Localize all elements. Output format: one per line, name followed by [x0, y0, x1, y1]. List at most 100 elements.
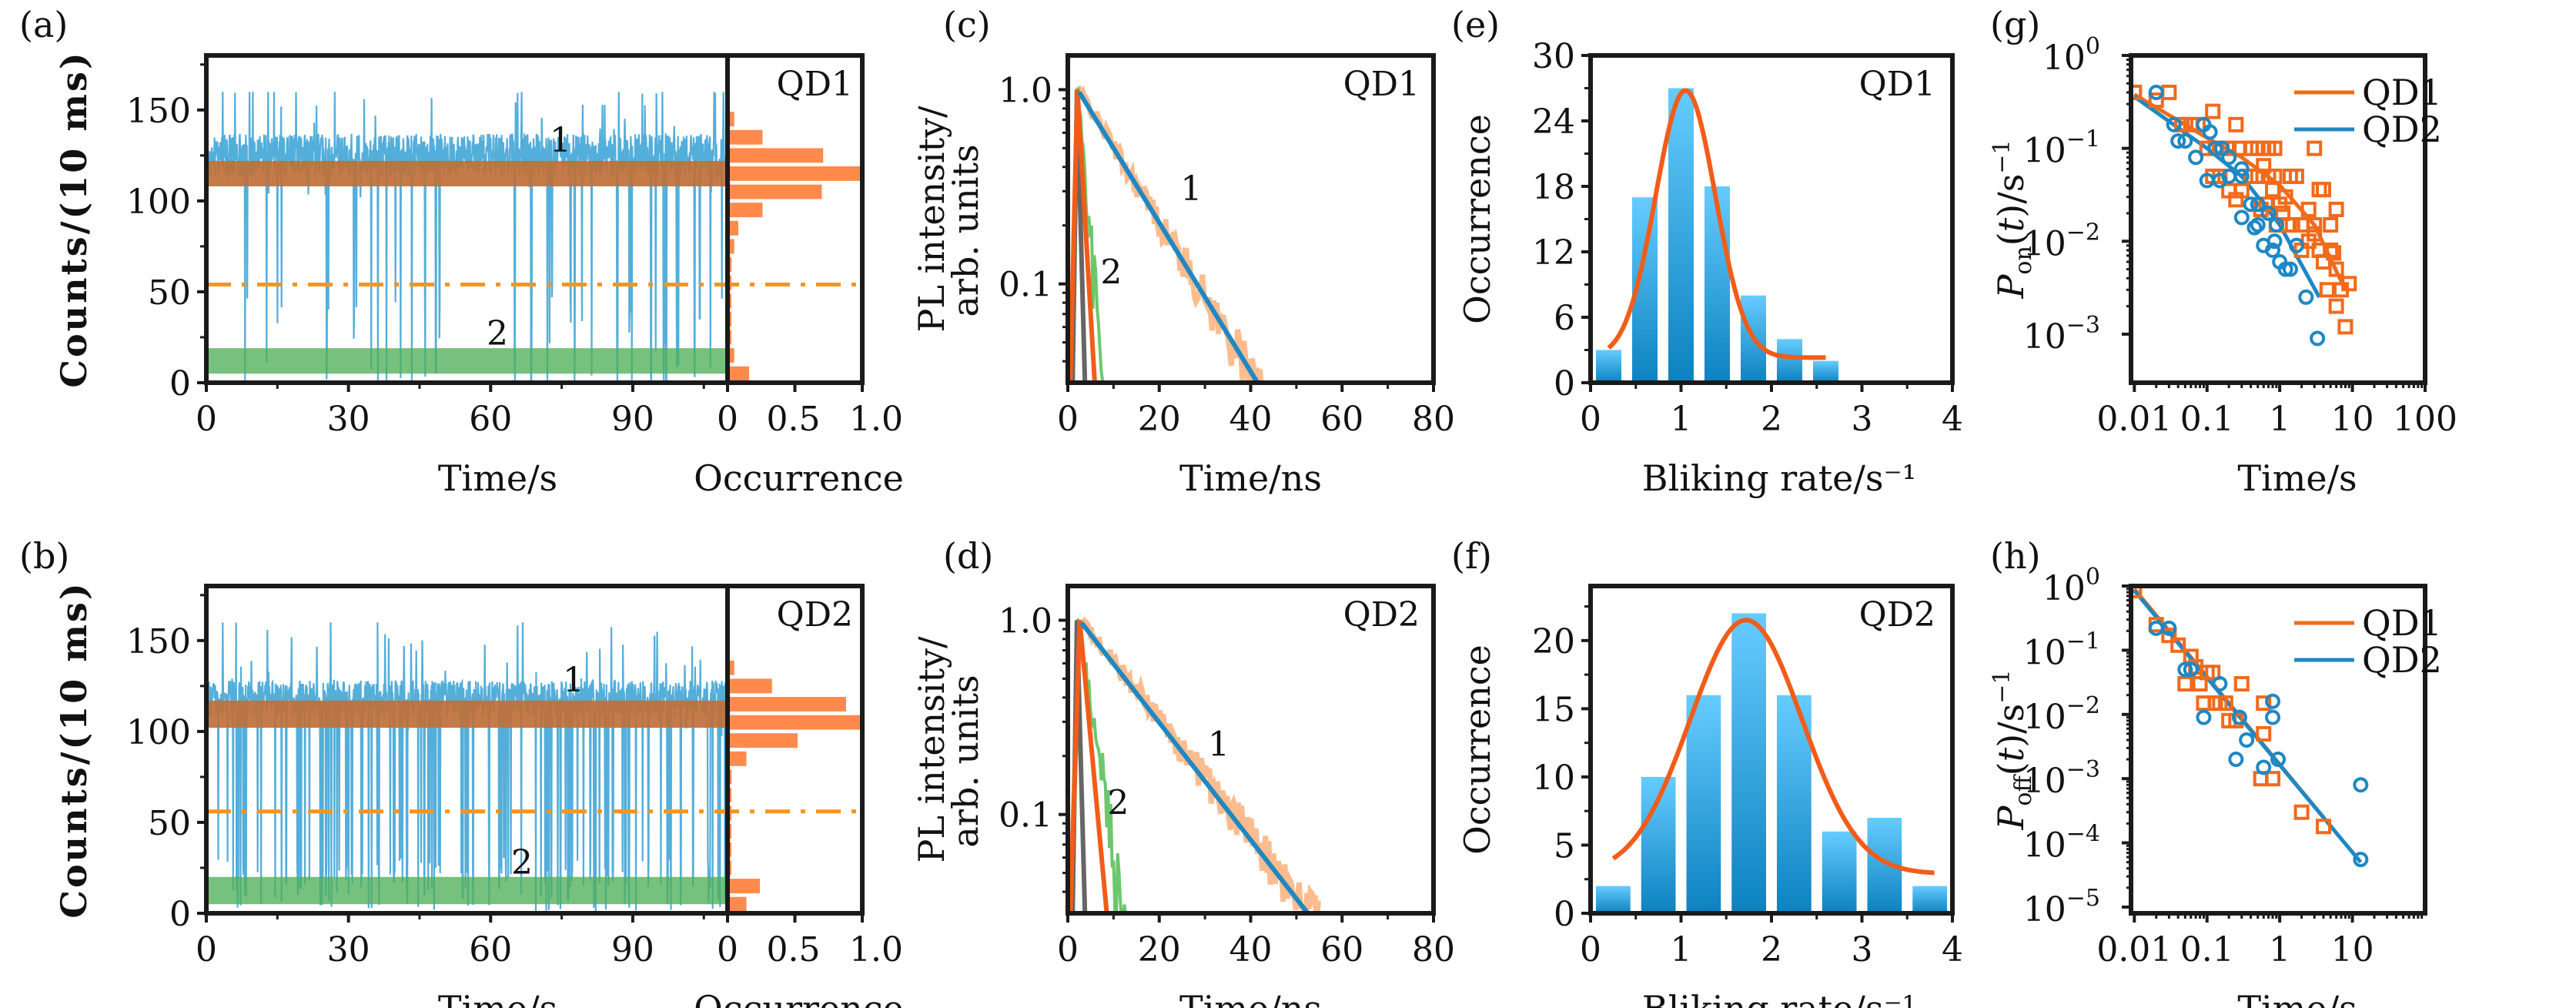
plot-frame — [1066, 53, 1436, 385]
y-tick-label: 5 — [1554, 826, 1575, 866]
plot-area — [206, 622, 728, 912]
y-tick-label: 150 — [126, 622, 191, 661]
data-point-qd2 — [2148, 85, 2164, 101]
qd-label: QD1 — [1343, 65, 1420, 104]
qd-label: QD2 — [777, 595, 853, 635]
x-tick-label: 30 — [327, 400, 370, 439]
x-tick-label: 0.1 — [2180, 400, 2234, 439]
x-tick-label: 0.01 — [2096, 400, 2172, 439]
histogram-bar — [1596, 886, 1631, 913]
histogram-bar — [1912, 886, 1947, 913]
legend-label-qd2: QD2 — [2362, 639, 2442, 681]
histogram-bar — [730, 824, 731, 839]
x-tick-label: 0 — [1580, 400, 1601, 439]
data-point-qd1 — [2307, 217, 2323, 233]
y-tick-label: 100 — [126, 713, 191, 752]
y-tick-label: 18 — [1532, 168, 1575, 207]
data-point-qd2 — [2243, 196, 2259, 213]
x-tick-label: 60 — [469, 400, 512, 439]
data-point-qd1 — [2311, 182, 2327, 198]
x-tick-label: 10 — [2331, 930, 2374, 969]
y-tick-label: 0 — [169, 364, 191, 404]
intensity-trace — [206, 92, 728, 382]
y-tick-label: 10−4 — [2023, 821, 2100, 866]
data-point-qd1 — [2228, 116, 2244, 132]
x-tick-label: 20 — [1138, 930, 1181, 969]
band-state-2 — [206, 876, 728, 905]
data-point-qd1 — [2267, 140, 2283, 156]
data-point-qd2 — [2228, 752, 2244, 768]
x-axis-label: Time/s — [2237, 457, 2357, 499]
data-point-qd1 — [2288, 168, 2304, 184]
histogram-bar — [730, 842, 731, 857]
histogram-bar — [1705, 186, 1730, 383]
data-point-qd2 — [2233, 209, 2250, 226]
data-point-qd2 — [2177, 133, 2193, 149]
data-point-qd1 — [2277, 189, 2293, 205]
histogram-bar — [1668, 88, 1694, 383]
y-axis-label: Poff(t)/s−1 — [1989, 669, 2037, 830]
histogram-bar — [730, 769, 732, 785]
panel-label: (e) — [1451, 4, 1500, 45]
histogram-x-axis-label: Occurrence — [694, 457, 904, 499]
band-state-1 — [206, 700, 728, 728]
y-tick-label: 0.1 — [999, 266, 1052, 305]
histogram-bar — [730, 311, 731, 327]
histogram-bar — [730, 148, 824, 163]
data-point-qd1 — [2328, 201, 2344, 217]
plot-frame — [2129, 53, 2427, 385]
data-point-qd1 — [2328, 298, 2344, 314]
histogram-bar — [730, 715, 862, 730]
x-tick-label: 0 — [1057, 400, 1079, 439]
y-tick-label: 50 — [148, 273, 191, 313]
y-tick-label: 10−1 — [2023, 628, 2100, 672]
panel-a: (a) 1 2 QD1 0 50 100 150 0 30 60 90 0 0.5 1.0 Time/s Occ… — [19, 4, 904, 499]
y-tick-label: 100 — [126, 183, 191, 222]
hist-x-tick-label: 0.5 — [767, 400, 821, 439]
data-point-qd2 — [2246, 219, 2263, 236]
plot-area — [2131, 85, 2357, 347]
data-point-qd2 — [2161, 620, 2177, 636]
decay-2-fit — [1068, 89, 1097, 383]
data-point-qd1 — [2199, 140, 2215, 156]
histogram-bar — [730, 733, 798, 748]
data-point-qd2 — [2288, 237, 2304, 253]
y-tick-label: 30 — [1532, 37, 1575, 76]
histogram-bar — [1686, 695, 1721, 913]
data-point-qd2 — [2268, 217, 2284, 233]
plot-area — [2131, 586, 2369, 868]
data-point-qd1 — [2217, 695, 2233, 712]
data-point-qd1 — [2307, 226, 2323, 242]
x-tick-label: 90 — [611, 400, 654, 439]
histogram-bar — [730, 860, 731, 876]
data-point-qd2 — [2212, 675, 2228, 692]
y-axis-label: Counts/(10 ms) — [53, 581, 95, 918]
y-tick-label: 150 — [126, 92, 191, 131]
y-tick-label: 10−3 — [2023, 312, 2100, 357]
x-tick-label: 0.1 — [2180, 930, 2234, 969]
histogram-bar — [730, 239, 734, 254]
histogram-bar — [730, 184, 822, 199]
state-1-label: 1 — [563, 661, 584, 700]
y-axis-label: Occurrence — [1457, 645, 1498, 855]
x-axis-label: Time/s — [438, 457, 557, 499]
x-tick-label: 1 — [1671, 930, 1692, 969]
plot-area — [1068, 616, 1321, 913]
x-tick-label: 0 — [1580, 930, 1601, 969]
data-point-qd2 — [2260, 205, 2277, 221]
decay-1-fit — [1079, 621, 1310, 913]
data-point-qd2 — [2166, 116, 2182, 132]
hist-x-tick-label: 1.0 — [849, 930, 903, 969]
decay-2-fit — [1068, 620, 1109, 913]
x-tick-label: 100 — [2393, 400, 2457, 439]
data-point-qd1 — [2284, 217, 2300, 233]
plot-frame — [2129, 584, 2427, 916]
qd-label: QD1 — [1859, 65, 1935, 104]
y-tick-label: 10−2 — [2023, 219, 2100, 263]
data-point-qd1 — [2205, 665, 2221, 681]
panel-label: (a) — [19, 4, 68, 45]
intensity-trace — [206, 622, 728, 912]
histogram-bar — [730, 697, 846, 712]
